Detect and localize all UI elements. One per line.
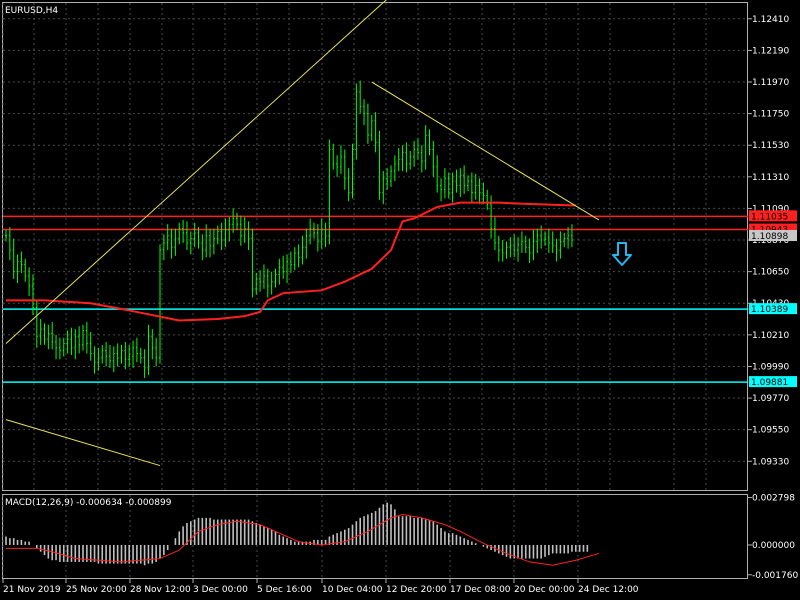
- level-tag-label: 1.11035: [751, 212, 788, 222]
- trendlines: [5, 0, 600, 467]
- time-axis: 21 Nov 2019 25 Nov 20:00 28 Nov 12:00 3 Dec…: [2, 579, 639, 595]
- time-tick-label: 17 Dec 08:00: [450, 585, 511, 595]
- macd-tick-label: 0.000000: [752, 541, 795, 551]
- main-pane-frame: [2, 2, 748, 491]
- time-tick-label: 28 Nov 12:00: [130, 585, 191, 595]
- time-tick-label: 12 Dec 20:00: [386, 585, 447, 595]
- macd-tick-label: -0.001760: [752, 571, 798, 581]
- moving-average: [6, 201, 576, 322]
- trendline: [371, 81, 600, 221]
- level-tag: [749, 230, 797, 242]
- price-tick-label: 1.09770: [752, 394, 789, 404]
- price-tick-label: 1.11970: [752, 78, 789, 88]
- price-tick-label: 1.10210: [752, 331, 789, 341]
- time-tick-label: 5 Dec 16:00: [257, 585, 312, 595]
- macd-signal-line: [6, 513, 600, 566]
- macd-indicator: [5, 502, 600, 566]
- level-tag: [749, 376, 797, 388]
- price-tick-label: 1.10870: [752, 236, 789, 246]
- candles: [5, 80, 573, 378]
- time-tick-label: 10 Dec 04:00: [322, 585, 383, 595]
- level-tag-label: 1.10898: [751, 232, 788, 242]
- symbol-label: EURUSD,H4: [5, 6, 58, 16]
- ma-line: [6, 201, 576, 322]
- price-tick-label: 1.11310: [752, 173, 789, 183]
- price-tick-label: 1.11090: [752, 204, 789, 214]
- macd-label: MACD(12,26,9) -0.000634 -0.000899: [5, 498, 172, 508]
- trendline: [5, 0, 387, 344]
- grid: [2, 3, 748, 578]
- price-tick-label: 1.09330: [752, 457, 789, 467]
- level-tag-label: 1.09881: [751, 378, 788, 388]
- price-tick-label: 1.12190: [752, 46, 789, 56]
- time-tick-label: 24 Dec 12:00: [578, 585, 639, 595]
- time-tick-label: 25 Nov 20:00: [66, 585, 127, 595]
- down-arrow-icon: [612, 242, 632, 266]
- trendline: [5, 419, 161, 467]
- price-tick-label: 1.09990: [752, 362, 789, 372]
- price-tick-label: 1.10650: [752, 268, 789, 278]
- time-tick-label: 3 Dec 00:00: [193, 585, 248, 595]
- time-tick-label: 21 Nov 2019: [3, 585, 61, 595]
- price-tick-label: 1.11530: [752, 141, 789, 151]
- horizontal-levels: [3, 215, 748, 383]
- price-axis: 1.12410 1.12190 1.11970 1.11750 1.11530 1.113…: [748, 15, 798, 581]
- price-tick-label: 1.09550: [752, 426, 789, 436]
- level-tag: [749, 303, 797, 315]
- level-tag-label: 1.10389: [751, 305, 788, 315]
- time-tick-label: 20 Dec 00:00: [514, 585, 575, 595]
- price-tick-label: 1.12410: [752, 15, 789, 25]
- price-tick-label: 1.11750: [752, 110, 789, 120]
- level-tag: [749, 223, 797, 235]
- level-tag: [749, 210, 797, 222]
- macd-tick-label: 0.002798: [752, 494, 795, 504]
